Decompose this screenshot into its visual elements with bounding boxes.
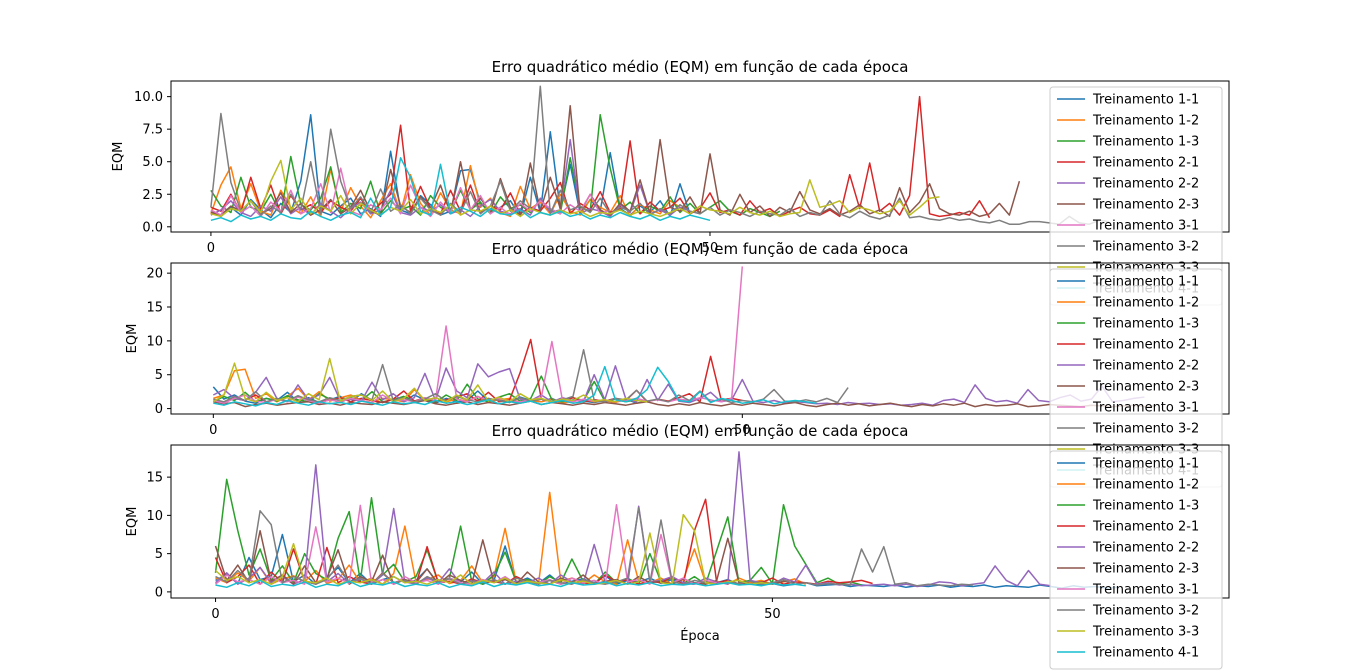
series-line-8 (210, 85, 1110, 225)
x-tick-label: 0 (211, 607, 219, 622)
x-tick-label: 50 (764, 607, 781, 622)
y-tick-label: 0 (155, 585, 163, 600)
legend-label: Treinamento 2-2 (1092, 177, 1199, 192)
legend-label: Treinamento 3-3 (1092, 625, 1199, 640)
legend-label: Treinamento 2-3 (1092, 198, 1199, 213)
legend-label: Treinamento 2-2 (1092, 359, 1199, 374)
y-tick-label: 7.5 (142, 123, 163, 138)
series-line-5 (215, 451, 1051, 588)
chart-panel-1: Erro quadrático médio (EQM) em função de… (111, 58, 1230, 306)
series-line-10 (213, 365, 817, 407)
y-tick-label: 5.0 (142, 155, 163, 170)
chart-title: Erro quadrático médio (EQM) em função de… (492, 58, 909, 76)
series-line-7 (210, 167, 611, 218)
chart-title: Erro quadrático médio (EQM) em função de… (492, 240, 909, 258)
y-tick-label: 0.0 (142, 220, 163, 235)
y-tick-label: 2.5 (142, 188, 163, 203)
legend-label: Treinamento 4-1 (1092, 646, 1199, 661)
legend-label: Treinamento 1-1 (1092, 275, 1199, 290)
legend-label: Treinamento 3-1 (1092, 219, 1199, 234)
legend-label: Treinamento 1-1 (1092, 457, 1199, 472)
plot-frame (170, 444, 1230, 599)
y-tick-label: 10 (146, 509, 163, 524)
legend-label: Treinamento 1-3 (1092, 499, 1199, 514)
legend-label: Treinamento 1-3 (1092, 135, 1199, 150)
series-line-6 (213, 399, 1155, 408)
series-line-9 (210, 159, 940, 218)
chart-title: Erro quadrático médio (EQM) em função de… (492, 422, 909, 440)
y-tick-label: 0 (155, 402, 163, 417)
y-axis-label: EQM (111, 142, 126, 172)
series-line-2 (215, 491, 807, 585)
series-line-10 (215, 579, 806, 589)
chart-panel-3: Erro quadrático médio (EQM) em função de… (125, 422, 1230, 670)
series-line-5 (210, 138, 701, 219)
series-line-9 (215, 513, 773, 585)
x-tick-label: 0 (209, 423, 217, 438)
legend: Treinamento 1-1 Treinamento 1-2 Treinament… (1049, 450, 1223, 670)
legend-label: Treinamento 2-3 (1092, 380, 1199, 395)
legend-label: Treinamento 3-2 (1092, 422, 1199, 437)
y-axis-label: EQM (125, 324, 140, 354)
x-tick-label: 50 (734, 423, 751, 438)
x-tick-label: 0 (207, 241, 215, 256)
y-tick-label: 15 (146, 301, 163, 316)
legend-label: Treinamento 2-3 (1092, 562, 1199, 577)
series-group (212, 266, 1155, 408)
plot-frame (170, 262, 1230, 415)
y-tick-label: 10.0 (134, 90, 163, 105)
x-tick-label: 50 (702, 241, 719, 256)
legend-label: Treinamento 3-1 (1092, 401, 1199, 416)
series-group (214, 451, 1118, 589)
series-line-10 (210, 157, 711, 223)
legend-label: Treinamento 1-3 (1092, 317, 1199, 332)
legend-label: Treinamento 1-2 (1092, 296, 1199, 311)
series-line-9 (212, 357, 648, 403)
series-line-8 (215, 506, 973, 587)
y-axis-label: EQM (125, 507, 140, 537)
legend-label: Treinamento 3-2 (1092, 604, 1199, 619)
series-line-4 (210, 95, 991, 219)
y-tick-label: 15 (146, 471, 163, 486)
legend: Treinamento 1-1 Treinamento 1-2 Treinament… (1049, 268, 1223, 488)
x-axis-label-bottom: Época (680, 628, 720, 644)
legend-label: Treinamento 2-2 (1092, 541, 1199, 556)
legend-box (1049, 450, 1223, 670)
legend-label: Treinamento 2-1 (1092, 338, 1199, 353)
y-tick-label: 5 (155, 368, 163, 383)
y-tick-label: 5 (155, 547, 163, 562)
legend-label: Treinamento 3-1 (1092, 583, 1199, 598)
chart-panel-2: Erro quadrático médio (EQM) em função de… (125, 240, 1230, 488)
legend-label: Treinamento 1-1 (1092, 93, 1199, 108)
legend-label: Treinamento 1-2 (1092, 478, 1199, 493)
y-tick-label: 10 (146, 334, 163, 349)
legend-label: Treinamento 2-1 (1092, 520, 1199, 535)
y-tick-label: 20 (146, 267, 163, 282)
plot-frame (170, 80, 1230, 233)
series-line-7 (213, 266, 744, 404)
series-group (210, 85, 1110, 225)
legend-label: Treinamento 2-1 (1092, 156, 1199, 171)
legend-label: Treinamento 3-2 (1092, 240, 1199, 255)
legend-label: Treinamento 1-2 (1092, 114, 1199, 129)
